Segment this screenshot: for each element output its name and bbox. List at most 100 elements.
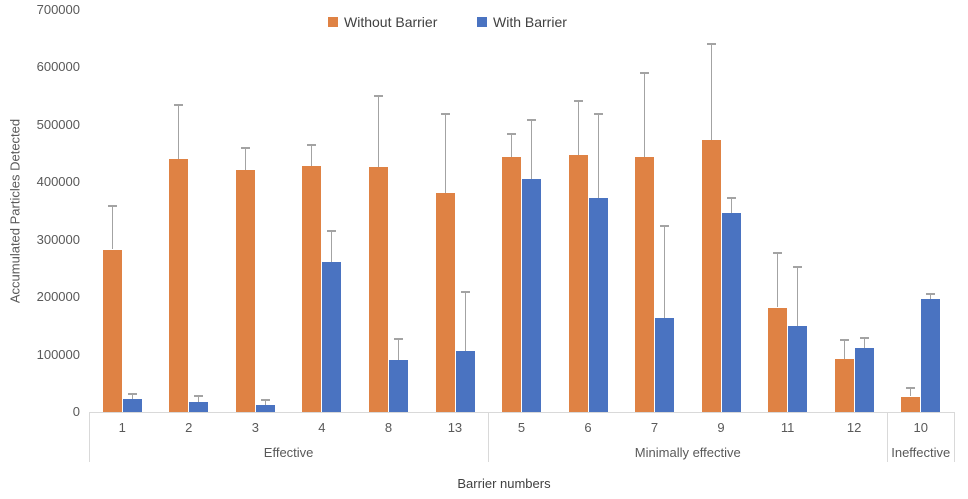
bar-without-barrier-7 [635,157,655,412]
group-label-minimally-effective: Minimally effective [634,445,741,460]
bar-without-barrier-8 [368,166,388,412]
bar-with-barrier-6 [588,198,608,412]
bar-with-barrier-13 [455,350,475,412]
error-bar-cap-with-barrier-8 [393,337,403,340]
error-bar-with-barrier-10 [930,293,932,300]
error-bar-cap-without-barrier-2 [174,103,184,106]
bar-without-barrier-12 [834,358,854,412]
bar-with-barrier-7 [655,317,675,412]
category-label-7: 7 [650,420,659,435]
legend-item-with-barrier: With Barrier [477,14,567,30]
error-bar-without-barrier-12 [843,338,845,359]
group-label-effective: Effective [263,445,314,460]
category-label-3: 3 [251,420,259,435]
error-bar-without-barrier-4 [311,144,313,167]
group-divider-0 [88,412,90,462]
error-bar-cap-with-barrier-11 [793,265,803,268]
error-bar-without-barrier-5 [511,132,512,157]
legend-item-without-barrier: Without Barrier [328,14,437,30]
error-bar-without-barrier-10 [910,387,912,397]
bar-with-barrier-2 [189,402,209,412]
category-label-13: 13 [447,420,463,435]
error-bar-with-barrier-6 [597,113,599,199]
bar-without-barrier-11 [768,307,788,412]
group-label-ineffective: Ineffective [891,445,951,460]
y-tick-label-600000: 600000 [36,59,80,75]
error-bar-cap-without-barrier-4 [307,144,317,147]
bar-with-barrier-12 [854,347,874,412]
legend-marker-with-barrier [477,17,487,27]
legend-label-without-barrier: Without Barrier [344,14,438,30]
bar-with-barrier-8 [388,359,408,412]
error-bar-cap-without-barrier-11 [773,252,783,255]
bar-with-barrier-5 [522,178,541,412]
y-tick-label-0: 0 [72,404,80,419]
error-bar-cap-without-barrier-12 [839,338,849,341]
error-bar-cap-with-barrier-5 [527,118,536,121]
error-bar-with-barrier-5 [531,118,532,179]
category-label-9: 9 [717,420,725,435]
error-bar-cap-with-barrier-10 [926,293,936,296]
error-bar-cap-without-barrier-1 [107,205,117,208]
error-bar-with-barrier-4 [331,230,333,262]
y-tick-label-100000: 100000 [36,346,80,362]
error-bar-with-barrier-9 [730,197,732,213]
error-bar-cap-with-barrier-7 [660,225,670,228]
bar-without-barrier-4 [302,166,322,412]
bar-without-barrier-5 [502,157,521,412]
error-bar-without-barrier-6 [577,100,579,156]
y-tick-label-400000: 400000 [36,174,80,190]
bar-with-barrier-4 [322,261,342,412]
bar-with-barrier-9 [721,212,741,412]
category-label-2: 2 [185,420,193,435]
error-bar-without-barrier-8 [377,95,379,167]
group-divider-2 [887,412,888,462]
category-label-1: 1 [118,420,126,435]
error-bar-cap-with-barrier-12 [859,337,869,340]
bar-without-barrier-1 [102,249,122,412]
bar-without-barrier-6 [568,155,588,412]
bar-without-barrier-10 [901,396,921,412]
error-bar-with-barrier-1 [131,392,133,399]
error-bar-cap-without-barrier-5 [507,132,516,135]
error-bar-with-barrier-8 [397,337,399,360]
category-label-4: 4 [318,420,326,435]
error-bar-cap-with-barrier-6 [593,113,603,116]
error-bar-with-barrier-2 [198,394,200,403]
category-label-6: 6 [584,420,592,435]
category-label-8: 8 [384,420,393,435]
category-label-12: 12 [846,420,862,435]
error-bar-without-barrier-3 [244,147,246,171]
error-bar-cap-without-barrier-13 [440,113,450,116]
error-bar-cap-without-barrier-9 [706,42,716,45]
error-bar-with-barrier-12 [863,337,865,348]
group-divider-1 [487,412,489,462]
error-bar-with-barrier-3 [264,398,266,406]
error-bar-without-barrier-13 [444,113,446,193]
error-bar-cap-with-barrier-13 [460,291,470,294]
bar-without-barrier-9 [701,140,721,412]
legend-label-with-barrier: With Barrier [493,14,567,30]
bar-without-barrier-13 [435,192,455,412]
error-bar-cap-with-barrier-3 [260,398,270,401]
error-bar-cap-with-barrier-9 [726,197,736,200]
y-tick-label-500000: 500000 [36,116,80,132]
error-bar-cap-without-barrier-7 [640,72,650,74]
legend-marker-without-barrier [328,17,338,27]
bar-with-barrier-10 [921,299,941,412]
y-tick-label-700000: 700000 [36,2,80,17]
category-label-5: 5 [517,420,526,435]
error-bar-without-barrier-1 [111,205,113,250]
error-bar-cap-without-barrier-3 [240,147,250,150]
group-divider-3 [953,412,955,462]
x-axis-title: Barrier numbers [457,476,551,491]
error-bar-with-barrier-13 [464,291,466,351]
error-bar-with-barrier-7 [664,225,666,318]
y-tick-label-200000: 200000 [36,289,80,305]
y-tick-label-300000: 300000 [36,231,80,247]
error-bar-cap-without-barrier-10 [906,387,916,390]
x-axis-line [89,412,955,413]
y-axis-title: Accumulated Particles Detected [7,118,23,304]
plot-area [89,10,954,412]
